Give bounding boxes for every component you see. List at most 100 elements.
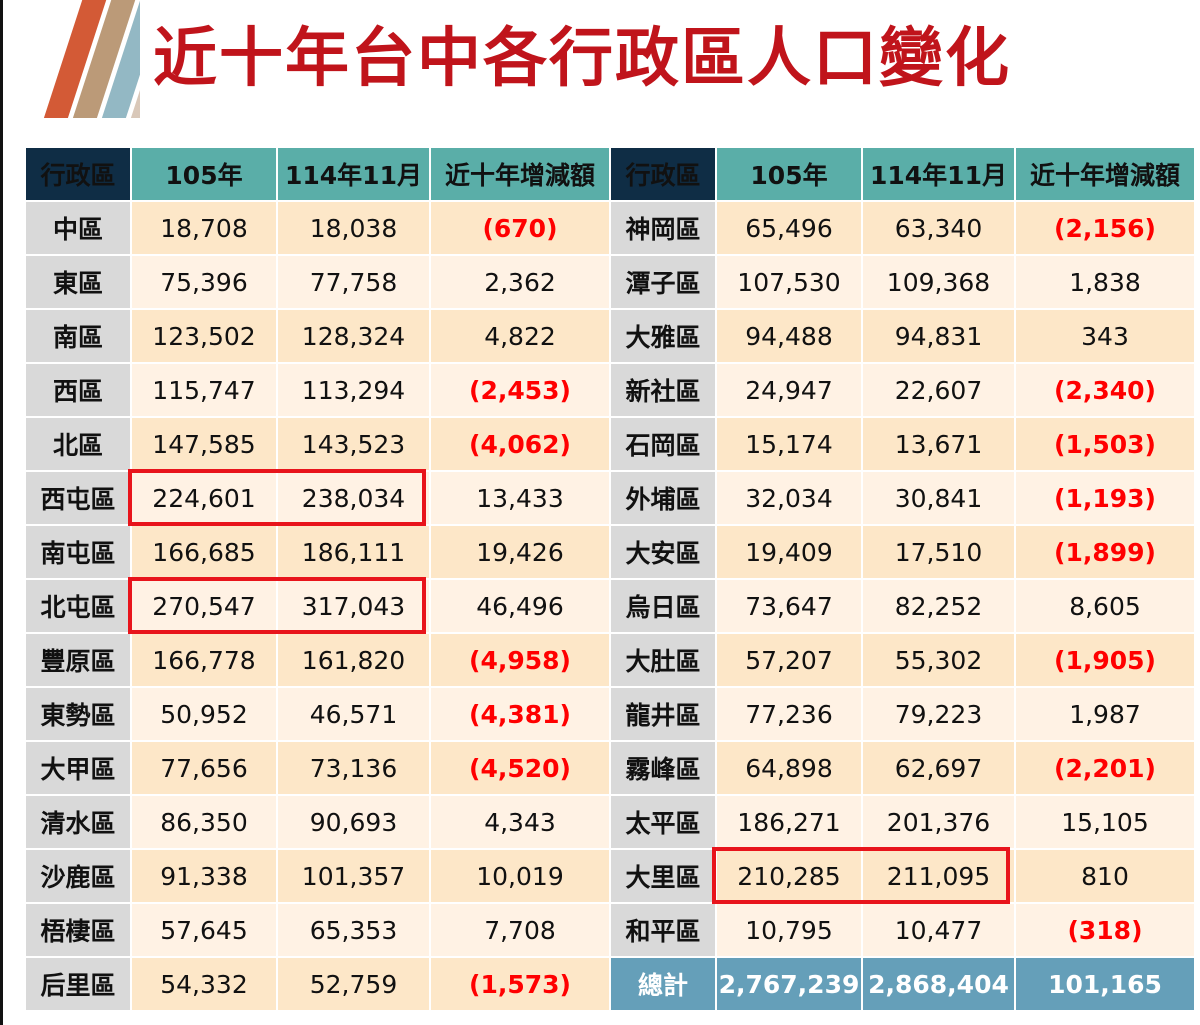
value-105: 94,488 bbox=[715, 308, 863, 364]
change-value: (670) bbox=[429, 200, 611, 256]
value-105: 77,656 bbox=[130, 740, 278, 796]
value-105: 147,585 bbox=[130, 416, 278, 472]
value-105: 15,174 bbox=[715, 416, 863, 472]
change-value: 343 bbox=[1014, 308, 1196, 364]
district-name: 和平區 bbox=[609, 902, 717, 958]
value-114: 128,324 bbox=[276, 308, 431, 364]
district-name: 大肚區 bbox=[609, 632, 717, 688]
district-name: 豐原區 bbox=[24, 632, 132, 688]
district-name: 大里區 bbox=[609, 848, 717, 904]
value-114: 317,043 bbox=[276, 578, 431, 634]
value-105: 54,332 bbox=[130, 956, 278, 1012]
value-114: 90,693 bbox=[276, 794, 431, 850]
change-value: 810 bbox=[1014, 848, 1196, 904]
value-114: 55,302 bbox=[861, 632, 1016, 688]
table-row: 西屯區 224,601 238,034 13,433 外埔區 32,034 30,841 (1… bbox=[24, 470, 1196, 526]
header-district-left: 行政區 bbox=[24, 146, 132, 202]
value-105: 115,747 bbox=[130, 362, 278, 418]
value-114: 186,111 bbox=[276, 524, 431, 580]
change-value: 15,105 bbox=[1014, 794, 1196, 850]
table-row: 梧棲區 57,645 65,353 7,708 和平區 10,795 10,477 (318) bbox=[24, 902, 1196, 958]
value-114: 82,252 bbox=[861, 578, 1016, 634]
district-name: 北屯區 bbox=[24, 578, 132, 634]
change-value: (1,899) bbox=[1014, 524, 1196, 580]
value-114: 238,034 bbox=[276, 470, 431, 526]
district-name: 北區 bbox=[24, 416, 132, 472]
district-name: 外埔區 bbox=[609, 470, 717, 526]
table-row: 中區 18,708 18,038 (670) 神岡區 65,496 63,340 (2,156… bbox=[24, 200, 1196, 256]
value-105: 166,685 bbox=[130, 524, 278, 580]
district-name: 神岡區 bbox=[609, 200, 717, 256]
value-105: 24,947 bbox=[715, 362, 863, 418]
change-value: 8,605 bbox=[1014, 578, 1196, 634]
header-114-left: 114年11月 bbox=[276, 146, 431, 202]
table-row: 豐原區 166,778 161,820 (4,958) 大肚區 57,207 55,302(… bbox=[24, 632, 1196, 688]
value-105: 77,236 bbox=[715, 686, 863, 742]
table-row: 西區 115,747 113,294 (2,453) 新社區 24,947 22,607 (2… bbox=[24, 362, 1196, 418]
value-114: 13,671 bbox=[861, 416, 1016, 472]
district-name: 烏日區 bbox=[609, 578, 717, 634]
left-edge-bar bbox=[0, 0, 3, 1025]
change-value: 4,343 bbox=[429, 794, 611, 850]
district-name: 后里區 bbox=[24, 956, 132, 1012]
district-name: 新社區 bbox=[609, 362, 717, 418]
change-value: 13,433 bbox=[429, 470, 611, 526]
value-105: 32,034 bbox=[715, 470, 863, 526]
table-row: 南區 123,502 128,324 4,822 大雅區 94,488 94,831 343 bbox=[24, 308, 1196, 364]
value-114: 143,523 bbox=[276, 416, 431, 472]
district-name: 大安區 bbox=[609, 524, 717, 580]
value-114: 52,759 bbox=[276, 956, 431, 1012]
value-114: 109,368 bbox=[861, 254, 1016, 310]
change-value: 19,426 bbox=[429, 524, 611, 580]
table-row: 東區 75,396 77,758 2,362 潭子區 107,530 109,368 1,83… bbox=[24, 254, 1196, 310]
value-105: 123,502 bbox=[130, 308, 278, 364]
value-105: 50,952 bbox=[130, 686, 278, 742]
change-value: (318) bbox=[1014, 902, 1196, 958]
district-name: 太平區 bbox=[609, 794, 717, 850]
change-value: 2,362 bbox=[429, 254, 611, 310]
header-105-left: 105年 bbox=[130, 146, 278, 202]
change-value: (1,573) bbox=[429, 956, 611, 1012]
value-105: 166,778 bbox=[130, 632, 278, 688]
table-row: 北屯區 270,547 317,043 46,496 烏日區 73,647 82,252 8,… bbox=[24, 578, 1196, 634]
value-105: 107,530 bbox=[715, 254, 863, 310]
district-name: 龍井區 bbox=[609, 686, 717, 742]
value-105: 186,271 bbox=[715, 794, 863, 850]
page-title: 近十年台中各行政區人口變化 bbox=[153, 22, 1011, 96]
change-value: (1,193) bbox=[1014, 470, 1196, 526]
value-105: 64,898 bbox=[715, 740, 863, 796]
change-value: (4,958) bbox=[429, 632, 611, 688]
value-105: 75,396 bbox=[130, 254, 278, 310]
population-table: 行政區 105年 114年11月 近十年增減額 行政區 105年 114年11月… bbox=[24, 146, 1196, 1012]
district-name: 西區 bbox=[24, 362, 132, 418]
value-105: 57,645 bbox=[130, 902, 278, 958]
total-105: 2,767,239 bbox=[715, 956, 863, 1012]
value-114: 79,223 bbox=[861, 686, 1016, 742]
district-name: 潭子區 bbox=[609, 254, 717, 310]
value-114: 30,841 bbox=[861, 470, 1016, 526]
value-114: 101,357 bbox=[276, 848, 431, 904]
table-row: 大甲區 77,656 73,136 (4,520) 霧峰區 64,898 62,697 (2,… bbox=[24, 740, 1196, 796]
change-value: (1,905) bbox=[1014, 632, 1196, 688]
value-105: 65,496 bbox=[715, 200, 863, 256]
value-105: 57,207 bbox=[715, 632, 863, 688]
table-row: 沙鹿區 91,338 101,357 10,019 大里區 210,285 211,095 8… bbox=[24, 848, 1196, 904]
value-114: 201,376 bbox=[861, 794, 1016, 850]
value-105: 19,409 bbox=[715, 524, 863, 580]
value-114: 94,831 bbox=[861, 308, 1016, 364]
table-row: 南屯區 166,685 186,111 19,426 大安區 19,409 17,510 (1… bbox=[24, 524, 1196, 580]
value-105: 91,338 bbox=[130, 848, 278, 904]
value-114: 62,697 bbox=[861, 740, 1016, 796]
district-name: 沙鹿區 bbox=[24, 848, 132, 904]
district-name: 清水區 bbox=[24, 794, 132, 850]
value-114: 63,340 bbox=[861, 200, 1016, 256]
change-value: 46,496 bbox=[429, 578, 611, 634]
header-row: 行政區 105年 114年11月 近十年增減額 行政區 105年 114年11月… bbox=[24, 146, 1196, 202]
district-name: 南區 bbox=[24, 308, 132, 364]
table-row: 后里區 54,332 52,759 (1,573) 總計 2,767,239 2,868,4… bbox=[24, 956, 1196, 1012]
district-name: 中區 bbox=[24, 200, 132, 256]
value-114: 73,136 bbox=[276, 740, 431, 796]
header-change-right: 近十年增減額 bbox=[1014, 146, 1196, 202]
value-105: 270,547 bbox=[130, 578, 278, 634]
value-114: 65,353 bbox=[276, 902, 431, 958]
